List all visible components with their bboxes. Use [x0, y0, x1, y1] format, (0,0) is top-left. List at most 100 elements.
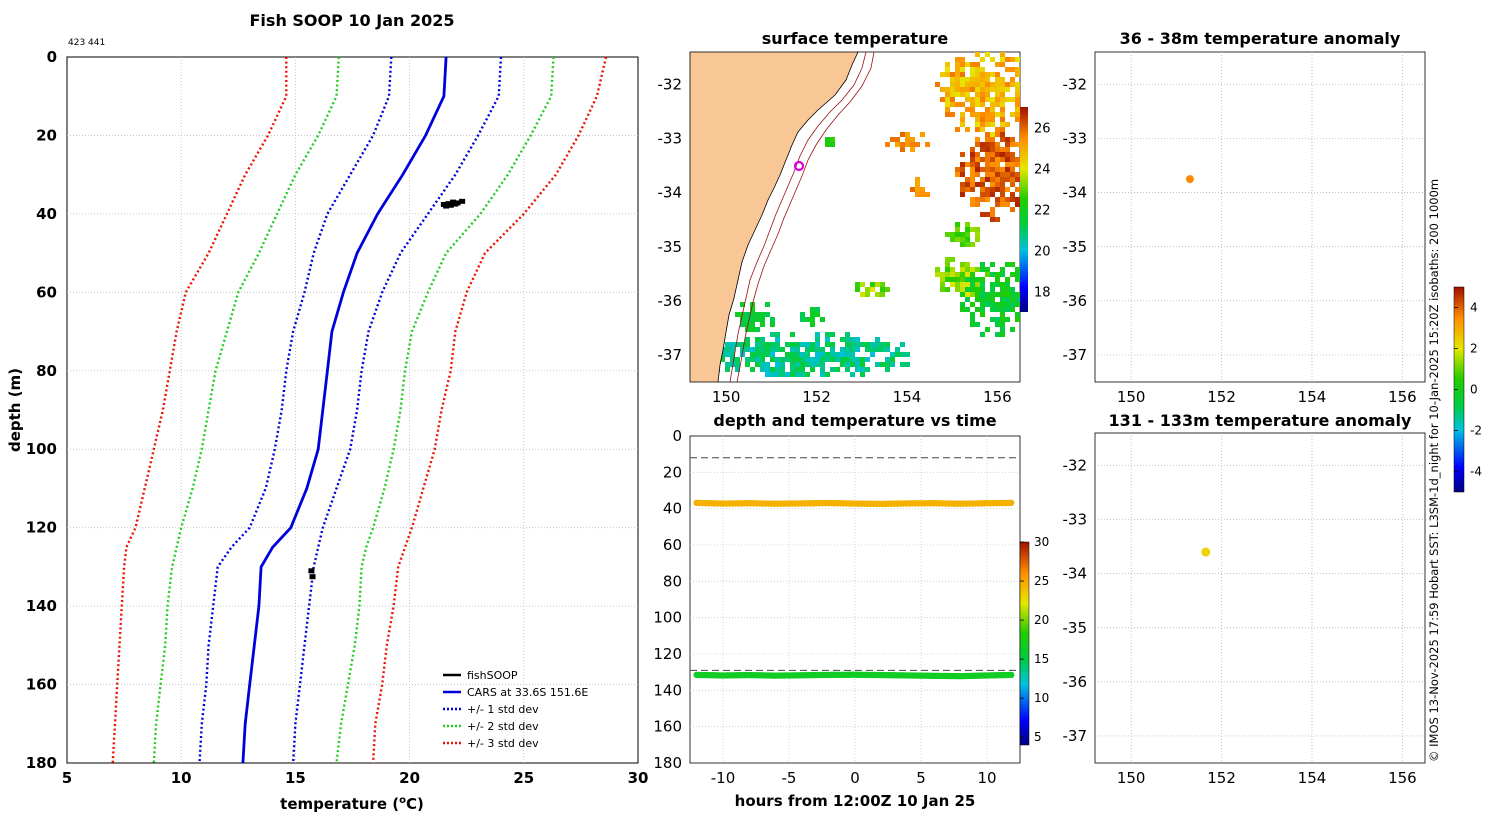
sst-pixel [1000, 137, 1005, 142]
sst-pixel [845, 342, 850, 347]
sst-pixel [1000, 127, 1005, 132]
sst-pixel [895, 352, 900, 357]
sst-pixel [975, 127, 980, 132]
sst-pixel [770, 347, 775, 352]
sst-pixel [960, 237, 965, 242]
sst-pixel [960, 307, 965, 312]
sst-pixel [980, 72, 985, 77]
depth-time-xtick-label: -10 [711, 769, 736, 787]
sst-pixel [945, 262, 950, 267]
sst-pixel [910, 137, 915, 142]
sst-pixel [850, 337, 855, 342]
sst-pixel [1000, 117, 1005, 122]
sst-pixel [750, 312, 755, 317]
sst-pixel [725, 362, 730, 367]
sst-pixel [725, 367, 730, 372]
map-ytick-label: -35 [1063, 619, 1088, 637]
sst-pixel [965, 177, 970, 182]
sst-pixel [750, 317, 755, 322]
sst-pixel [890, 137, 895, 142]
sst-pixel [955, 62, 960, 67]
sst-pixel [965, 162, 970, 167]
fishsoop-point [308, 568, 315, 574]
sst-pixel [770, 367, 775, 372]
sst-colorbar-label: 22 [1034, 204, 1051, 219]
fishsoop-point [309, 574, 316, 580]
sst-pixel [980, 267, 985, 272]
sst-pixel [1000, 167, 1005, 172]
sst-pixel [835, 367, 840, 372]
sst-pixel [990, 122, 995, 127]
sst-pixel [975, 167, 980, 172]
sst-pixel [1010, 177, 1015, 182]
sst-pixel [755, 337, 760, 342]
sst-pixel [955, 127, 960, 132]
sst-pixel [770, 332, 775, 337]
sst-pixel [1000, 132, 1005, 137]
sst-pixel [990, 212, 995, 217]
map-ytick-label: -34 [1063, 565, 1088, 583]
sst-pixel [980, 282, 985, 287]
sst-pixel [970, 67, 975, 72]
sst-pixel [755, 317, 760, 322]
profile-ytick-label: 100 [26, 440, 57, 458]
sst-pixel [975, 122, 980, 127]
sst-pixel [800, 367, 805, 372]
sst-pixel [1005, 302, 1010, 307]
sst-pixel [955, 222, 960, 227]
sst-pixel [925, 192, 930, 197]
sst-pixel [770, 372, 775, 377]
sst-pixel [915, 142, 920, 147]
sst-pixel [755, 357, 760, 362]
sst-pixel [750, 307, 755, 312]
sst-map-panel: surface temperature 150 152 154 156 -32 -33 -3… [658, 29, 1051, 406]
sst-pixel [755, 352, 760, 357]
sst-pixel [990, 132, 995, 137]
depth-time-title: depth and temperature vs time [713, 411, 996, 430]
sst-pixel [840, 357, 845, 362]
sst-pixel [985, 112, 990, 117]
sst-pixel [980, 67, 985, 72]
sst-pixel [1015, 317, 1020, 322]
sst-pixel [730, 347, 735, 352]
sst-pixel [770, 322, 775, 327]
sst-pixel [890, 357, 895, 362]
sst-pixel [815, 357, 820, 362]
sst-pixel [1010, 192, 1015, 197]
sst-pixel [915, 192, 920, 197]
sst-pixel [800, 372, 805, 377]
sst-pixel [865, 292, 870, 297]
sst-pixel [765, 352, 770, 357]
profile-series-2 [198, 56, 393, 764]
sst-pixel [970, 82, 975, 87]
sst-pixel [960, 182, 965, 187]
sst-pixel [1005, 277, 1010, 282]
sst-pixel [825, 357, 830, 362]
sst-pixel [995, 197, 1000, 202]
sst-pixel [990, 187, 995, 192]
sst-pixel [815, 352, 820, 357]
anomaly-colorbar-label: -4 [1470, 465, 1482, 479]
sst-pixel [980, 287, 985, 292]
anomaly-131-ticks: 150 152 154 156 -32 -33 -34 -35 -36 -37 [1063, 456, 1417, 787]
depth-time-points [693, 499, 1015, 680]
sst-pixel [980, 117, 985, 122]
sst-pixel [990, 182, 995, 187]
sst-pixel [975, 172, 980, 177]
sst-pixel [950, 87, 955, 92]
sst-pixel [970, 107, 975, 112]
profile-series-0 [241, 56, 448, 764]
sst-pixel [830, 142, 835, 147]
sst-pixel [910, 187, 915, 192]
sst-pixel [815, 342, 820, 347]
sst-pixel [990, 72, 995, 77]
sst-pixel [955, 277, 960, 282]
profile-series [111, 56, 608, 764]
sst-pixel [945, 107, 950, 112]
profile-series-6 [111, 57, 288, 764]
map-xtick-label: 156 [1388, 388, 1417, 406]
sst-pixel [945, 72, 950, 77]
sst-isobath-200 [729, 52, 867, 382]
sst-pixel [990, 142, 995, 147]
sst-pixel [1010, 57, 1015, 62]
